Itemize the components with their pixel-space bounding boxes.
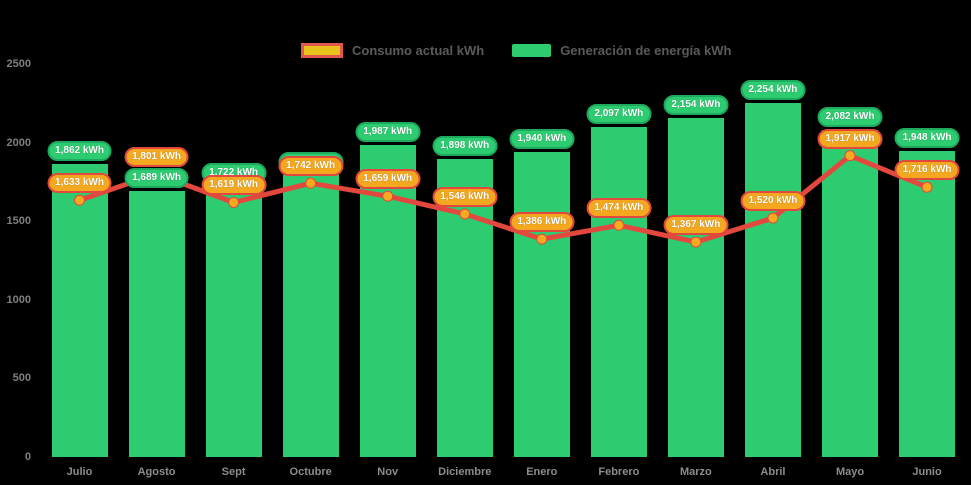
consumption-value-label: 1,619 kWh [201, 175, 267, 196]
x-axis-label: Nov [377, 466, 399, 478]
generation-bar[interactable] [667, 118, 724, 457]
generation-bar[interactable] [128, 191, 185, 457]
x-axis-label: Febrero [598, 466, 640, 478]
consumo-swatch-icon [301, 42, 343, 58]
generation-value-label: 1,862 kWh [47, 141, 112, 162]
generation-value-label: 1,940 kWh [509, 129, 575, 150]
consumption-value-label: 1,546 kWh [432, 186, 498, 207]
generation-value-label: 1,987 kWh [355, 121, 421, 142]
x-axis-label: Octubre [289, 466, 332, 478]
generation-bar[interactable] [282, 174, 339, 457]
x-axis-label: Agosto [137, 466, 176, 478]
x-axis-label: Enero [526, 466, 558, 478]
legend-item-consumo[interactable]: Consumo actual kWh [301, 42, 485, 58]
generacion-swatch-icon [512, 43, 552, 57]
generation-bar[interactable] [744, 102, 801, 457]
y-axis-label: 0 [24, 451, 31, 463]
generation-bar[interactable] [359, 144, 416, 457]
consumption-value-label: 1,520 kWh [740, 191, 806, 212]
x-axis-label: Diciembre [438, 466, 492, 478]
legend-label-generacion: Generación de energía kWh [560, 42, 732, 58]
generation-value-label: 2,154 kWh [663, 95, 729, 116]
generation-bar[interactable] [513, 152, 570, 457]
generation-bar[interactable] [205, 186, 262, 457]
generation-value-label: 2,097 kWh [586, 104, 652, 125]
y-axis-label: 2500 [6, 58, 31, 70]
generation-bar[interactable] [590, 127, 647, 457]
x-axis-label: Sept [221, 466, 246, 478]
generation-value-label: 2,082 kWh [817, 106, 883, 127]
consumption-value-label: 1,917 kWh [817, 128, 883, 149]
generation-bar[interactable] [822, 129, 878, 457]
generation-value-label: 1,898 kWh [432, 135, 498, 156]
consumption-value-label: 1,659 kWh [355, 169, 421, 190]
consumption-value-label: 1,367 kWh [663, 215, 729, 236]
y-axis-label: 1500 [6, 215, 31, 228]
legend-label-consumo: Consumo actual kWh [352, 42, 485, 58]
x-axis-label: Junio [912, 466, 942, 478]
x-axis-label: Abril [760, 466, 786, 478]
generation-bar[interactable] [899, 150, 956, 457]
chart-legend: Consumo actual kWh Generación de energía… [301, 41, 731, 59]
legend-item-generacion[interactable]: Generación de energía kWh [512, 43, 731, 58]
consumption-value-label: 1,474 kWh [586, 198, 652, 219]
x-axis-label: Julio [66, 466, 93, 478]
generation-bar[interactable] [51, 164, 108, 457]
consumption-value-label: 1,742 kWh [278, 156, 344, 177]
consumption-value-label: 1,801 kWh [124, 146, 190, 167]
y-axis-label: 1000 [6, 293, 31, 306]
y-axis-label: 500 [12, 372, 31, 385]
generation-value-label: 1,689 kWh [124, 168, 190, 189]
x-axis-label: Mayo [835, 466, 865, 478]
consumption-value-label: 1,633 kWh [47, 173, 112, 194]
y-axis-label: 2000 [6, 136, 31, 149]
generation-value-label: 1,948 kWh [894, 127, 960, 148]
generation-value-label: 2,254 kWh [740, 79, 806, 100]
consumption-value-label: 1,716 kWh [894, 160, 960, 181]
consumption-value-label: 1,386 kWh [509, 212, 575, 233]
x-axis-label: Marzo [680, 466, 712, 478]
